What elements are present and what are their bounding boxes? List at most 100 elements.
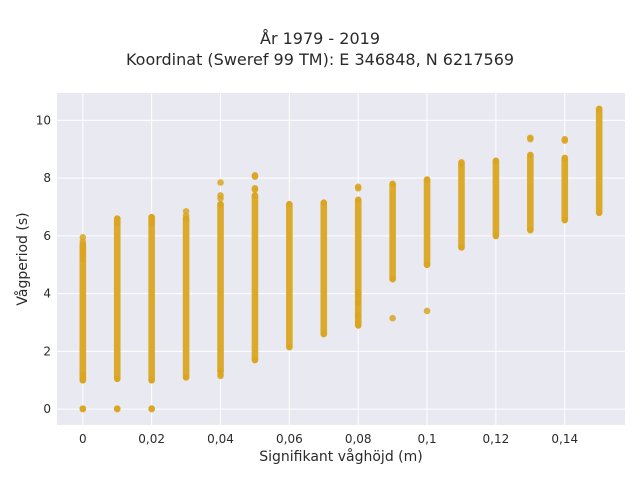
scatter-point [354,184,362,192]
scatter-point [113,219,121,227]
scatter-point [217,192,224,199]
scatter-column [527,134,534,234]
scatter-point [79,255,87,263]
scatter-point [113,405,121,412]
scatter-point [320,330,328,338]
scatter-point [389,314,396,322]
scatter-column [182,208,190,381]
scatter-point-band [217,204,224,372]
x-tick-label: 0,1 [418,432,437,446]
x-tick-label: 0,02 [138,432,165,446]
data-points [79,105,603,413]
scatter-point-band [527,155,534,231]
scatter-point [251,192,259,199]
scatter-point [251,184,259,192]
scatter-point [423,176,431,183]
scatter-point-band [113,218,121,379]
scatter-point [458,158,465,166]
scatter-point [354,299,362,306]
scatter-point [492,157,500,165]
x-tick-label: 0 [79,432,87,446]
scatter-column [458,158,465,251]
scatter-point-band [354,199,362,326]
scatter-column [354,183,362,329]
x-tick-label: 0,14 [551,432,578,446]
scatter-point-band [423,179,431,265]
scatter-column [423,176,431,315]
scatter-point [148,376,155,384]
y-tick-label: 10 [36,113,51,127]
scatter-point-band [595,108,603,213]
scatter-column [217,179,224,380]
scatter-column [286,200,293,351]
plot-area [57,93,625,425]
scatter-point [527,226,534,234]
y-tick-label: 2 [43,344,51,358]
scatter-point [182,374,190,381]
scatter-point [217,200,224,208]
x-axis-title: Signifikant våghöjd (m) [259,448,422,465]
scatter-point [79,371,87,378]
x-axis-ticks: 0 0,02 0,04 0,06 0,08 0,1 0,12 0,14 [79,432,578,446]
scatter-column [595,105,603,217]
scatter-point [492,232,500,240]
scatter-point [286,343,293,351]
scatter-point [113,375,121,383]
scatter-point [595,209,603,217]
scatter-point [561,154,569,162]
y-tick-label: 4 [43,287,51,301]
scatter-column [79,234,87,413]
scatter-point [251,171,259,179]
scatter-point-band [251,195,259,361]
scatter-point [217,179,224,186]
chart-title-line-1: År 1979 - 2019 [260,29,380,48]
scatter-point-band [458,163,465,248]
scatter-point [79,405,87,412]
scatter-point [561,216,569,224]
scatter-point-band [286,204,293,348]
chart-title-line-2: Koordinat (Sweref 99 TM): E 346848, N 62… [125,50,515,69]
scatter-point [251,356,259,364]
scatter-point [527,151,534,159]
y-tick-label: 6 [43,229,51,243]
scatter-point [148,405,155,412]
scatter-point [148,219,155,227]
scatter-column [561,135,569,224]
scatter-point [527,134,534,142]
scatter-point-band [389,183,396,280]
scatter-point [286,200,293,208]
scatter-point [217,371,224,378]
x-tick-label: 0,08 [345,432,372,446]
scatter-column [251,171,259,364]
scatter-point-band [492,160,500,236]
scatter-point [595,105,603,113]
scatter-point [182,212,190,219]
y-axis-ticks: 0 2 4 6 8 10 [36,113,51,416]
scatter-point [354,288,362,296]
scatter-point [354,311,362,319]
scatter-column [113,215,121,413]
scatter-point [354,196,362,204]
scatter-point-band [561,157,569,221]
scatter-point [423,307,431,315]
scatter-point [389,180,396,188]
x-tick-label: 0,12 [483,432,510,446]
scatter-point [389,275,396,283]
y-axis-title: Vågperiod (s) [14,212,31,305]
scatter-point [458,244,465,251]
y-tick-label: 8 [43,171,51,185]
y-tick-label: 0 [43,402,51,416]
scatter-point [320,199,328,207]
scatter-column [148,213,155,413]
x-tick-label: 0,06 [276,432,303,446]
scatter-point [561,135,569,143]
scatter-point-band [79,244,87,381]
scatter-column [492,157,500,240]
scatter-column [320,199,328,338]
scatter-point [423,261,431,269]
scatter-point-band [182,218,190,378]
scatter-point [79,238,87,245]
scatter-point [354,319,362,326]
x-tick-label: 0,04 [207,432,234,446]
